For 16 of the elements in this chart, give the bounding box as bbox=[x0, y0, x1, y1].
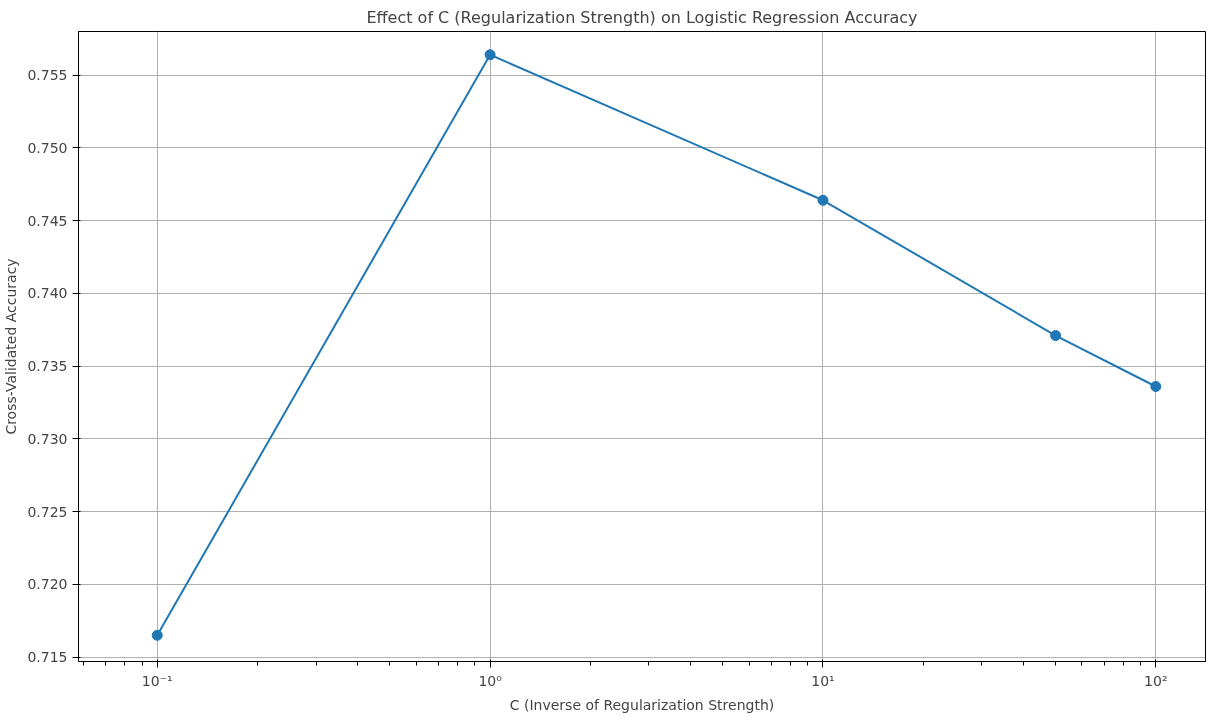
y-tick-label: 0.750 bbox=[27, 139, 68, 156]
y-tick-label: 0.755 bbox=[27, 67, 68, 84]
y-tick-label: 0.725 bbox=[27, 503, 68, 520]
chart-title: Effect of C (Regularization Strength) on Logistic Regression Accuracy bbox=[366, 7, 918, 27]
y-tick-label: 0.740 bbox=[27, 285, 68, 302]
x-axis-title: C (Inverse of Regularization Strength) bbox=[509, 696, 775, 713]
y-tick-label: 0.735 bbox=[27, 358, 68, 375]
x-tick-label: 10⁰ bbox=[478, 672, 503, 689]
y-tick-label: 0.715 bbox=[27, 649, 68, 666]
x-tick-label: 10² bbox=[1144, 672, 1168, 689]
x-tick-label: 10¹ bbox=[811, 672, 835, 689]
x-tick-label: 10⁻¹ bbox=[141, 672, 173, 689]
y-tick-label: 0.720 bbox=[27, 576, 68, 593]
y-axis-title: Cross-Validated Accuracy bbox=[3, 258, 20, 435]
y-tick-label: 0.730 bbox=[27, 430, 68, 447]
y-tick-label: 0.745 bbox=[27, 212, 68, 229]
